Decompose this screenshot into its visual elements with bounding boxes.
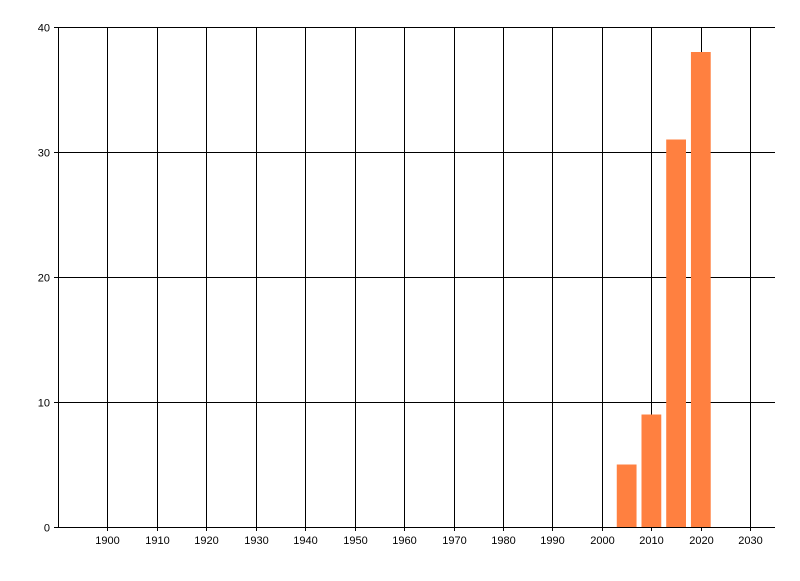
bar-2010 (641, 414, 662, 527)
x-tick-label: 1950 (343, 535, 367, 547)
y-tick-label: 20 (38, 273, 50, 285)
x-tick-label: 1920 (194, 535, 218, 547)
x-tick-label: 2020 (689, 535, 713, 547)
x-tick-label: 2000 (590, 535, 614, 547)
y-tick-label: 40 (38, 23, 50, 35)
bar-2020 (690, 52, 711, 527)
x-tick-label: 1970 (442, 535, 466, 547)
x-tick-label: 1910 (145, 535, 169, 547)
y-tick-label: 30 (38, 148, 50, 160)
x-tick-label: 1940 (293, 535, 317, 547)
bar-2015 (666, 139, 686, 527)
x-tick-label: 1930 (244, 535, 268, 547)
x-tick-label: 2030 (738, 535, 762, 547)
y-tick-label: 10 (38, 398, 50, 410)
x-tick-label: 1960 (392, 535, 416, 547)
x-tick-label: 1990 (540, 535, 564, 547)
bar-2005 (616, 464, 637, 527)
y-tick-label: 0 (44, 523, 50, 535)
x-tick-label: 2010 (639, 535, 663, 547)
x-tick-label: 1900 (95, 535, 119, 547)
x-tick-label: 1980 (491, 535, 515, 547)
